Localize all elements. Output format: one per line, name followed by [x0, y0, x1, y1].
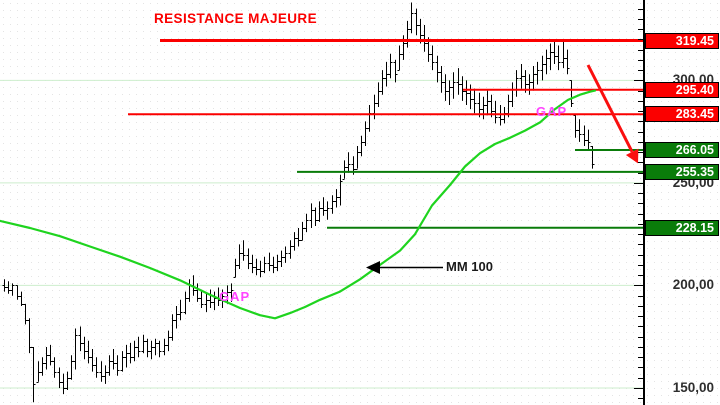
price-tag-283.45: 283.45 [645, 106, 719, 122]
mm100-label: MM 100 [446, 259, 493, 274]
axis-label-150: 150,00 [672, 380, 714, 395]
price-tag-295.40: 295.40 [645, 82, 719, 98]
down-trend-arrow-shaft [586, 64, 634, 153]
gap-label-right: GAP [536, 104, 568, 119]
gap-label-left: GAP [219, 289, 251, 304]
price-axis-layer [634, 0, 645, 405]
mm100-arrow-head [366, 261, 380, 274]
ohlc-bars [2, 2, 595, 403]
price-tag-319.45: 319.45 [645, 33, 719, 49]
price-tag-228.15: 228.15 [645, 220, 719, 236]
axis-label-200: 200,00 [672, 277, 714, 292]
gridlines-layer [0, 79, 643, 389]
level-lines-layer [128, 39, 644, 229]
price-tag-255.35: 255.35 [645, 164, 719, 180]
resistance-majeure-label: RESISTANCE MAJEURE [154, 11, 317, 26]
price-tag-266.05: 266.05 [645, 142, 719, 158]
ma100-line [0, 89, 597, 320]
ohlc-bars-layer [2, 2, 595, 403]
ma100-layer [0, 89, 597, 320]
annotation-arrows-layer [366, 64, 639, 274]
down-trend-arrow-head [625, 148, 639, 164]
